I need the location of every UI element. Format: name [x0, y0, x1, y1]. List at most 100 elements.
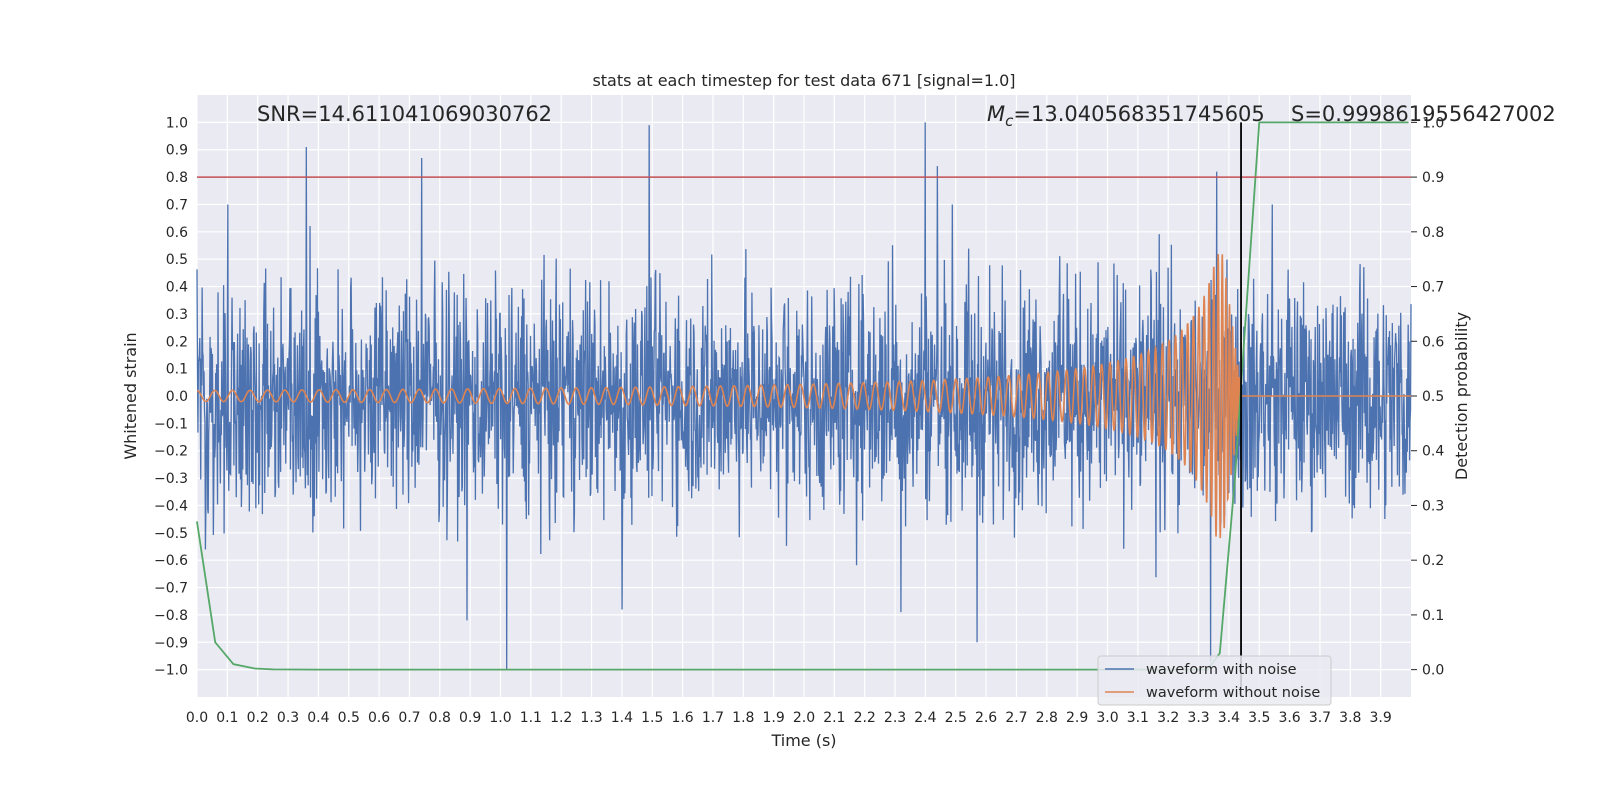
- chirp-mass-symbol: M: [987, 102, 1005, 126]
- y-left-tick-label: 1.0: [166, 115, 188, 131]
- chirp-mass-annotation: Mc=13.040568351745605: [987, 102, 1265, 130]
- detection-probability-point: [317, 668, 320, 671]
- x-tick-label: 2.7: [1005, 710, 1027, 726]
- x-tick-label: 2.5: [945, 710, 967, 726]
- series-waveform-with-noise: [196, 122, 1412, 670]
- x-tick-label: 0.6: [368, 710, 390, 726]
- detection-probability-point: [1379, 121, 1382, 124]
- y-left-tick-label: −0.5: [154, 526, 188, 542]
- x-tick-label: 3.0: [1096, 710, 1118, 726]
- x-tick-label: 0.0: [186, 710, 208, 726]
- detection-probability-point: [214, 641, 217, 644]
- x-axis-label: Time (s): [770, 731, 836, 750]
- reference-lines: [197, 122, 1411, 697]
- x-tick-label: 2.9: [1066, 710, 1088, 726]
- y-left-tick-label: −0.3: [154, 471, 188, 487]
- detection-probability-point: [1243, 340, 1245, 343]
- y-left-tick-label: −0.8: [154, 608, 188, 624]
- y-axis-left-label: Whitened strain: [121, 332, 140, 459]
- y-right-tick-label: 0.5: [1422, 389, 1444, 405]
- x-tick-label: 2.0: [793, 710, 815, 726]
- x-axis-ticks: 0.0 0.1 0.2 0.3 0.4 0.5 0.6 0.7 0.8 0.9 1.0 1.1 1.2 1…: [186, 710, 1392, 726]
- y-left-tick-label: −0.1: [154, 416, 188, 432]
- legend-label-clean: waveform without noise: [1146, 685, 1320, 701]
- x-tick-label: 1.2: [550, 710, 572, 726]
- y-left-tick-label: 0.7: [166, 197, 188, 213]
- x-tick-label: 3.2: [1157, 710, 1179, 726]
- x-tick-label: 0.2: [247, 710, 269, 726]
- detection-probability-point: [253, 667, 256, 670]
- y-right-tick-label: 0.4: [1422, 444, 1444, 460]
- x-tick-label: 2.2: [854, 710, 876, 726]
- detection-probability-point: [803, 668, 805, 671]
- legend-box: [1097, 655, 1332, 706]
- detection-probability-point: [272, 668, 274, 671]
- y-right-tick-label: 0.1: [1422, 608, 1444, 624]
- x-tick-label: 3.1: [1127, 710, 1149, 726]
- x-tick-label: 1.3: [580, 710, 602, 726]
- x-tick-label: 1.9: [763, 710, 785, 726]
- series-waveform-without-noise: [196, 254, 1411, 539]
- y-right-tick-label: 1.0: [1422, 115, 1444, 131]
- detection-probability-point: [1258, 121, 1261, 124]
- x-tick-label: 0.1: [216, 710, 238, 726]
- y-axis-right-ticks: 1.0 0.9 0.8 0.7 0.6 0.5 0.4 0.3 0.2 0.1 0.0: [1411, 115, 1444, 679]
- detection-probability-point: [232, 663, 235, 665]
- chirp-mass-subscript: c: [1005, 112, 1014, 130]
- x-tick-label: 1.5: [641, 710, 663, 726]
- x-tick-label: 3.7: [1309, 710, 1331, 726]
- y-right-tick-label: 0.0: [1422, 663, 1444, 679]
- y-left-tick-label: 0.3: [166, 307, 188, 323]
- y-left-tick-label: 0.8: [166, 170, 188, 186]
- x-tick-label: 2.4: [914, 710, 936, 726]
- y-right-tick-label: 0.7: [1422, 280, 1444, 296]
- detection-probability-point: [196, 521, 198, 523]
- y-right-tick-label: 0.9: [1422, 170, 1444, 186]
- y-left-tick-label: 0.5: [166, 252, 188, 268]
- y-left-tick-label: 0.1: [166, 362, 188, 378]
- detection-probability-point: [1319, 121, 1321, 124]
- y-right-tick-label: 0.8: [1422, 225, 1444, 241]
- x-tick-label: 0.4: [307, 710, 329, 726]
- x-tick-label: 0.3: [277, 710, 299, 726]
- x-tick-label: 3.3: [1187, 710, 1209, 726]
- x-tick-label: 3.4: [1218, 710, 1240, 726]
- y-left-tick-label: −0.6: [154, 553, 188, 569]
- x-tick-label: 3.9: [1370, 710, 1392, 726]
- y-left-tick-label: −0.7: [154, 581, 188, 597]
- y-right-tick-label: 0.6: [1422, 334, 1444, 350]
- legend: waveform with noise waveform without noi…: [1097, 655, 1332, 706]
- x-tick-label: 2.8: [1036, 710, 1058, 726]
- detection-probability-point: [1234, 477, 1236, 479]
- x-tick-label: 0.7: [398, 710, 420, 726]
- detection-probability-point: [1407, 121, 1409, 124]
- x-tick-label: 3.5: [1248, 710, 1270, 726]
- chirp-mass-value: =13.040568351745605: [1013, 102, 1264, 126]
- y-right-tick-label: 0.2: [1422, 553, 1444, 569]
- x-tick-label: 1.4: [611, 710, 633, 726]
- detection-probability-point: [1218, 652, 1221, 655]
- y-left-tick-label: −0.2: [154, 444, 188, 460]
- x-tick-label: 0.9: [459, 710, 481, 726]
- x-tick-label: 1.0: [489, 710, 511, 726]
- y-left-tick-label: 0.9: [166, 143, 188, 159]
- x-tick-label: 3.6: [1278, 710, 1300, 726]
- snr-annotation: SNR=14.611041069030762: [257, 102, 552, 126]
- y-axis-left-ticks: 1.0 0.9 0.8 0.7 0.6 0.5 0.4 0.3 0.2 0.1 0.0 −0.1 −0.…: [154, 115, 188, 678]
- chart-title: stats at each timestep for test data 671…: [592, 71, 1015, 90]
- x-tick-label: 3.8: [1339, 710, 1361, 726]
- x-tick-label: 1.7: [702, 710, 724, 726]
- legend-label-noise: waveform with noise: [1146, 662, 1297, 678]
- y-left-tick-label: −0.9: [154, 635, 188, 651]
- y-left-tick-label: 0.2: [166, 334, 188, 350]
- x-tick-label: 2.1: [823, 710, 845, 726]
- y-left-tick-label: 0.6: [166, 225, 188, 241]
- x-tick-label: 0.8: [429, 710, 451, 726]
- x-tick-label: 2.6: [975, 710, 997, 726]
- y-axis-right-label: Detection probability: [1452, 312, 1471, 480]
- noise-waveform-line: [196, 122, 1412, 670]
- detection-probability-point: [499, 668, 502, 671]
- x-tick-label: 1.1: [520, 710, 542, 726]
